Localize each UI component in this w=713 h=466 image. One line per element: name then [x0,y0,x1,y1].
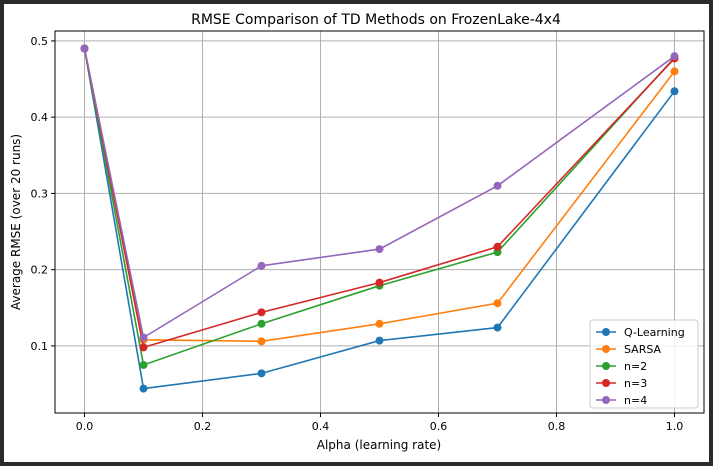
legend-swatch-marker [602,328,610,336]
data-point [670,87,679,96]
legend-label: n=2 [624,360,647,373]
y-axis-label: Average RMSE (over 20 runs) [9,134,23,310]
data-point [493,242,502,251]
series-n-3 [80,44,679,352]
series-line [83,48,676,349]
x-tick-label: 0.0 [76,420,94,433]
data-point [670,67,679,76]
data-point [375,336,384,345]
legend-item: n=2 [596,360,647,373]
y-tick-label: 0.4 [31,111,49,124]
x-tick-label: 0.4 [312,420,330,433]
plot-area-border [54,30,705,414]
x-axis-label: Alpha (learning rate) [317,438,441,452]
chart-frame: RMSE Comparison of TD Methods on FrozenL… [4,4,709,462]
series-n-4 [80,44,679,342]
legend-swatch-marker [602,396,610,404]
legend-label: n=4 [624,394,647,407]
line-chart: RMSE Comparison of TD Methods on FrozenL… [9,12,705,452]
data-point [375,245,384,254]
data-point [257,319,266,328]
series-line [83,48,675,339]
legend: Q-Learning SARSA n=2 n=3 n=4 [589,319,699,409]
legend-label: n=3 [624,377,647,390]
data-point [80,44,89,53]
y-tick-label: 0.5 [31,35,49,48]
y-tick-label: 0.2 [31,264,49,277]
legend-swatch-marker [602,345,610,353]
data-point [139,333,148,342]
y-tick-label: 0.3 [31,187,49,200]
series-sarsa [80,44,679,346]
series-line [83,48,676,367]
legend-item: n=4 [596,394,647,407]
x-tick-label: 0.2 [194,420,212,433]
legend-item: n=3 [596,377,647,390]
legend-swatch-marker [602,379,610,387]
series-layer [80,44,679,393]
data-point [139,360,148,369]
series-line [83,48,676,390]
data-point [493,181,502,190]
series-line [83,48,676,343]
data-point [257,337,266,346]
data-point [139,343,148,352]
data-point [493,323,502,332]
legend-label: SARSA [624,343,662,356]
legend-item: SARSA [596,343,662,356]
data-point [257,308,266,317]
x-tick-label: 0.6 [430,420,448,433]
data-point [257,261,266,270]
data-point [257,369,266,378]
legend-item: Q-Learning [596,326,685,339]
y-tick-label: 0.1 [31,340,49,353]
data-point [375,278,384,287]
data-point [670,52,679,61]
x-tick-label: 1.0 [666,420,684,433]
data-point [493,299,502,308]
legend-swatch-marker [602,362,610,370]
x-tick-label: 0.8 [548,420,566,433]
legend-label: Q-Learning [624,326,685,339]
chart-title: RMSE Comparison of TD Methods on FrozenL… [191,12,561,28]
data-point [139,384,148,393]
legend-box [589,319,699,409]
data-point [375,319,384,328]
axis-ticks: 0.0 0.2 0.4 0.6 0.8 1.0 0.1 0.2 0.3 0.4 0.5 [31,35,684,433]
